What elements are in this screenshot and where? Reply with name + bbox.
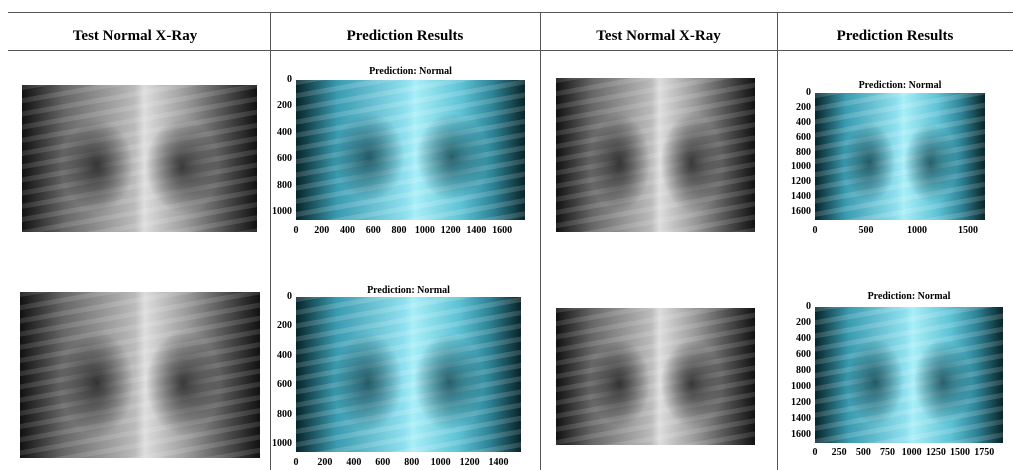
y-tick-label: 1000	[256, 439, 292, 449]
y-tick-label: 0	[775, 88, 811, 98]
prediction-title: Prediction: Normal	[815, 80, 985, 91]
xray-image	[20, 292, 260, 458]
y-tick-label: 600	[775, 350, 811, 360]
y-tick-label: 600	[256, 154, 292, 164]
y-tick-label: 1400	[775, 192, 811, 202]
x-tick-label: 1600	[482, 226, 522, 236]
column-header: Test Normal X-Ray	[0, 28, 270, 45]
y-tick-label: 0	[256, 292, 292, 302]
x-tick-label: 1750	[964, 448, 1004, 458]
prediction-title: Prediction: Normal	[815, 291, 1003, 302]
x-tick-label: 1000	[897, 226, 937, 236]
column-header: Test Normal X-Ray	[540, 28, 777, 45]
y-tick-label: 1600	[775, 207, 811, 217]
x-tick-label: 1500	[948, 226, 988, 236]
column-header: Prediction Results	[777, 28, 1013, 45]
x-tick-label: 1400	[479, 458, 519, 468]
x-tick-label: 500	[846, 226, 886, 236]
y-tick-label: 800	[775, 366, 811, 376]
xray-image	[556, 308, 755, 445]
y-tick-label: 200	[775, 318, 811, 328]
y-tick-label: 0	[775, 302, 811, 312]
y-tick-label: 1000	[256, 207, 292, 217]
column-header: Prediction Results	[270, 28, 540, 45]
y-tick-label: 200	[256, 321, 292, 331]
y-tick-label: 200	[775, 103, 811, 113]
y-tick-label: 1600	[775, 430, 811, 440]
prediction-image	[296, 80, 525, 220]
body: {"headers": ["Test Normal X-Ray", "Predi…	[0, 0, 1013, 470]
header-rule	[8, 50, 1013, 51]
y-tick-label: 1000	[775, 162, 811, 172]
y-tick-label: 600	[775, 133, 811, 143]
prediction-image	[815, 93, 985, 220]
y-tick-label: 1200	[775, 177, 811, 187]
y-tick-label: 1400	[775, 414, 811, 424]
y-tick-label: 800	[775, 148, 811, 158]
y-tick-label: 800	[256, 181, 292, 191]
y-tick-label: 1000	[775, 382, 811, 392]
y-tick-label: 400	[775, 118, 811, 128]
prediction-image	[815, 307, 1003, 443]
prediction-title: Prediction: Normal	[296, 66, 525, 77]
column-divider	[540, 12, 541, 470]
xray-image	[22, 85, 257, 232]
xray-image	[556, 78, 755, 232]
y-tick-label: 800	[256, 410, 292, 420]
y-tick-label: 400	[256, 128, 292, 138]
y-tick-label: 1200	[775, 398, 811, 408]
prediction-image	[296, 297, 521, 452]
page: Normal X-Ray Predictions html, body { ma…	[0, 0, 1013, 470]
y-tick-label: 400	[775, 334, 811, 344]
x-tick-label: 0	[795, 226, 835, 236]
top-rule	[8, 12, 1013, 13]
y-tick-label: 600	[256, 380, 292, 390]
prediction-title: Prediction: Normal	[296, 285, 521, 296]
y-tick-label: 400	[256, 351, 292, 361]
y-tick-label: 200	[256, 101, 292, 111]
y-tick-label: 0	[256, 75, 292, 85]
